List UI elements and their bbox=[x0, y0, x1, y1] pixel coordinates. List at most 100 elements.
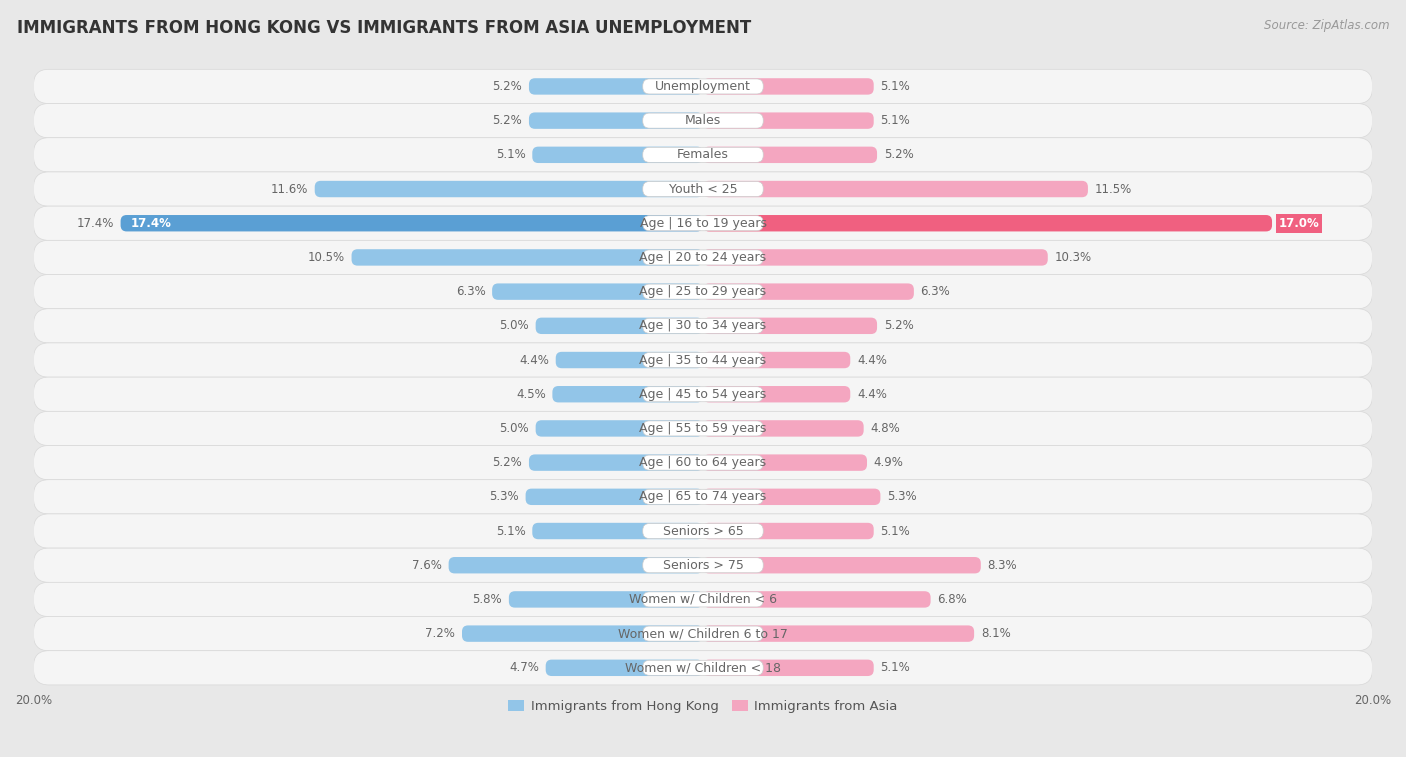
Text: Women w/ Children 6 to 17: Women w/ Children 6 to 17 bbox=[619, 627, 787, 640]
Text: 11.6%: 11.6% bbox=[271, 182, 308, 195]
FancyBboxPatch shape bbox=[536, 318, 703, 334]
Text: Seniors > 75: Seniors > 75 bbox=[662, 559, 744, 572]
Text: 17.4%: 17.4% bbox=[131, 217, 172, 229]
Text: 5.1%: 5.1% bbox=[880, 525, 910, 537]
FancyBboxPatch shape bbox=[34, 582, 1372, 616]
Text: Age | 65 to 74 years: Age | 65 to 74 years bbox=[640, 491, 766, 503]
Text: 4.5%: 4.5% bbox=[516, 388, 546, 400]
Text: 5.2%: 5.2% bbox=[492, 80, 522, 93]
FancyBboxPatch shape bbox=[703, 591, 931, 608]
Text: Age | 45 to 54 years: Age | 45 to 54 years bbox=[640, 388, 766, 400]
FancyBboxPatch shape bbox=[643, 79, 763, 94]
FancyBboxPatch shape bbox=[703, 215, 1272, 232]
Text: Age | 60 to 64 years: Age | 60 to 64 years bbox=[640, 456, 766, 469]
Text: Age | 20 to 24 years: Age | 20 to 24 years bbox=[640, 251, 766, 264]
FancyBboxPatch shape bbox=[34, 70, 1372, 104]
Text: 5.3%: 5.3% bbox=[489, 491, 519, 503]
Text: 8.3%: 8.3% bbox=[987, 559, 1017, 572]
FancyBboxPatch shape bbox=[34, 548, 1372, 582]
FancyBboxPatch shape bbox=[643, 148, 763, 162]
FancyBboxPatch shape bbox=[643, 182, 763, 197]
Text: 4.7%: 4.7% bbox=[509, 662, 538, 674]
Text: Seniors > 65: Seniors > 65 bbox=[662, 525, 744, 537]
FancyBboxPatch shape bbox=[703, 454, 868, 471]
Text: 4.4%: 4.4% bbox=[858, 388, 887, 400]
Text: 7.6%: 7.6% bbox=[412, 559, 441, 572]
Text: 5.2%: 5.2% bbox=[492, 456, 522, 469]
FancyBboxPatch shape bbox=[643, 250, 763, 265]
Text: 10.3%: 10.3% bbox=[1054, 251, 1091, 264]
Text: 6.3%: 6.3% bbox=[921, 285, 950, 298]
FancyBboxPatch shape bbox=[34, 240, 1372, 275]
FancyBboxPatch shape bbox=[643, 113, 763, 128]
FancyBboxPatch shape bbox=[643, 524, 763, 538]
Text: 17.4%: 17.4% bbox=[76, 217, 114, 229]
FancyBboxPatch shape bbox=[546, 659, 703, 676]
FancyBboxPatch shape bbox=[643, 216, 763, 231]
FancyBboxPatch shape bbox=[34, 616, 1372, 651]
Text: Age | 55 to 59 years: Age | 55 to 59 years bbox=[640, 422, 766, 435]
Text: 6.3%: 6.3% bbox=[456, 285, 485, 298]
Text: Youth < 25: Youth < 25 bbox=[669, 182, 737, 195]
Text: IMMIGRANTS FROM HONG KONG VS IMMIGRANTS FROM ASIA UNEMPLOYMENT: IMMIGRANTS FROM HONG KONG VS IMMIGRANTS … bbox=[17, 19, 751, 37]
Text: 6.8%: 6.8% bbox=[938, 593, 967, 606]
Text: Age | 16 to 19 years: Age | 16 to 19 years bbox=[640, 217, 766, 229]
FancyBboxPatch shape bbox=[703, 318, 877, 334]
Text: 4.8%: 4.8% bbox=[870, 422, 900, 435]
Text: 5.1%: 5.1% bbox=[880, 80, 910, 93]
FancyBboxPatch shape bbox=[536, 420, 703, 437]
Text: Women w/ Children < 6: Women w/ Children < 6 bbox=[628, 593, 778, 606]
Text: 10.5%: 10.5% bbox=[308, 251, 344, 264]
FancyBboxPatch shape bbox=[643, 660, 763, 675]
FancyBboxPatch shape bbox=[34, 514, 1372, 548]
FancyBboxPatch shape bbox=[529, 113, 703, 129]
Text: 5.2%: 5.2% bbox=[884, 148, 914, 161]
FancyBboxPatch shape bbox=[34, 651, 1372, 685]
Text: 4.4%: 4.4% bbox=[519, 354, 548, 366]
FancyBboxPatch shape bbox=[533, 523, 703, 539]
Text: 17.0%: 17.0% bbox=[1278, 217, 1319, 229]
Text: 17.0%: 17.0% bbox=[1278, 217, 1316, 229]
FancyBboxPatch shape bbox=[703, 420, 863, 437]
FancyBboxPatch shape bbox=[121, 215, 703, 232]
FancyBboxPatch shape bbox=[703, 352, 851, 368]
FancyBboxPatch shape bbox=[703, 147, 877, 163]
FancyBboxPatch shape bbox=[449, 557, 703, 573]
Text: 5.8%: 5.8% bbox=[472, 593, 502, 606]
FancyBboxPatch shape bbox=[643, 489, 763, 504]
FancyBboxPatch shape bbox=[643, 592, 763, 607]
FancyBboxPatch shape bbox=[34, 206, 1372, 240]
FancyBboxPatch shape bbox=[492, 283, 703, 300]
Text: Females: Females bbox=[678, 148, 728, 161]
FancyBboxPatch shape bbox=[703, 523, 873, 539]
FancyBboxPatch shape bbox=[643, 284, 763, 299]
FancyBboxPatch shape bbox=[643, 318, 763, 333]
Text: Source: ZipAtlas.com: Source: ZipAtlas.com bbox=[1264, 19, 1389, 32]
FancyBboxPatch shape bbox=[703, 625, 974, 642]
Text: Unemployment: Unemployment bbox=[655, 80, 751, 93]
FancyBboxPatch shape bbox=[703, 386, 851, 403]
Text: 5.1%: 5.1% bbox=[496, 148, 526, 161]
Text: 4.4%: 4.4% bbox=[858, 354, 887, 366]
Text: 8.1%: 8.1% bbox=[981, 627, 1011, 640]
FancyBboxPatch shape bbox=[463, 625, 703, 642]
Text: 4.9%: 4.9% bbox=[873, 456, 904, 469]
FancyBboxPatch shape bbox=[703, 78, 873, 95]
Text: Women w/ Children < 18: Women w/ Children < 18 bbox=[626, 662, 780, 674]
FancyBboxPatch shape bbox=[703, 181, 1088, 198]
Text: 5.1%: 5.1% bbox=[880, 114, 910, 127]
FancyBboxPatch shape bbox=[34, 172, 1372, 206]
FancyBboxPatch shape bbox=[34, 309, 1372, 343]
Text: 5.2%: 5.2% bbox=[884, 319, 914, 332]
FancyBboxPatch shape bbox=[643, 353, 763, 368]
FancyBboxPatch shape bbox=[703, 283, 914, 300]
Text: 5.0%: 5.0% bbox=[499, 319, 529, 332]
FancyBboxPatch shape bbox=[703, 249, 1047, 266]
Text: 5.1%: 5.1% bbox=[496, 525, 526, 537]
FancyBboxPatch shape bbox=[703, 113, 873, 129]
FancyBboxPatch shape bbox=[703, 488, 880, 505]
FancyBboxPatch shape bbox=[643, 421, 763, 436]
FancyBboxPatch shape bbox=[34, 275, 1372, 309]
Text: Age | 25 to 29 years: Age | 25 to 29 years bbox=[640, 285, 766, 298]
FancyBboxPatch shape bbox=[553, 386, 703, 403]
